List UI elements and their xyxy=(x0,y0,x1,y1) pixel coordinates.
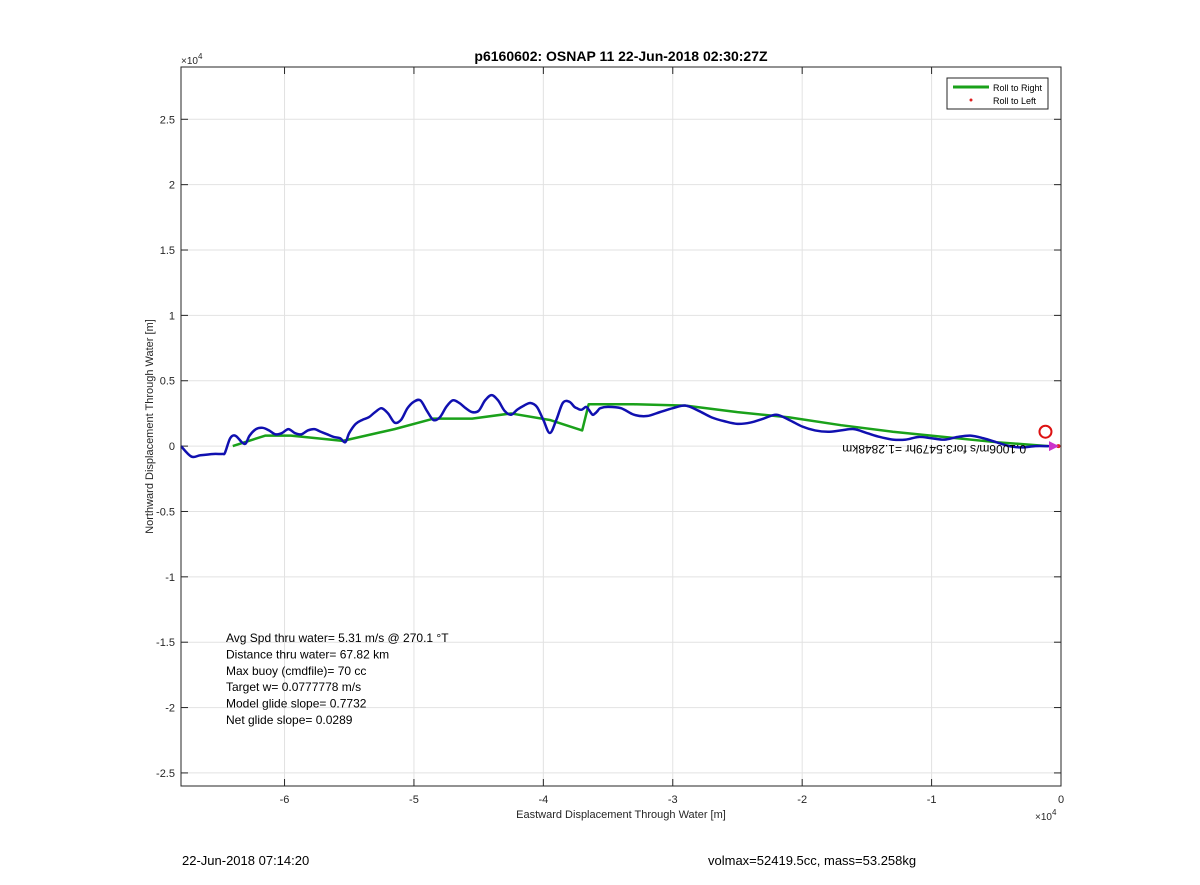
chart-title: p6160602: OSNAP 11 22-Jun-2018 02:30:27Z xyxy=(474,48,768,64)
glider-track-line xyxy=(180,393,1059,459)
y-tick-label: 0.5 xyxy=(160,376,175,388)
stats-annotation-line: Distance thru water= 67.82 km xyxy=(226,647,389,661)
series-roll-right-line xyxy=(232,403,1049,448)
y-tick-label: 2.5 xyxy=(160,114,175,126)
x-tick-label: 0 xyxy=(1058,794,1064,806)
stats-annotation-line: Net glide slope= 0.0289 xyxy=(226,713,353,727)
y-tick-label: 1 xyxy=(169,310,175,322)
axes-background xyxy=(181,67,1061,786)
y-tick-label: -1 xyxy=(165,572,175,584)
x-axis-label: Eastward Displacement Through Water [m] xyxy=(516,809,726,821)
stats-annotation-line: Target w= 0.0777778 m/s xyxy=(226,680,361,694)
stats-annotation-line: Model glide slope= 0.7732 xyxy=(226,697,367,711)
y-axis-exponent: ×104 xyxy=(181,52,203,67)
legend-roll-left-label: Roll to Left xyxy=(993,96,1037,106)
y-tick-label: -2.5 xyxy=(156,768,175,780)
x-tick-label: -4 xyxy=(538,794,548,806)
y-tick-label: -1.5 xyxy=(156,637,175,649)
current-arrow-head xyxy=(1049,441,1059,452)
stats-annotation-line: Avg Spd thru water= 5.31 m/s @ 270.1 °T xyxy=(226,631,449,645)
legend-box xyxy=(946,77,1049,110)
legend-roll-left-swatch xyxy=(969,98,973,102)
x-tick-label: -6 xyxy=(280,794,290,806)
plot-area: -6 -5 -4 -3 -2 -1 0 -2.5 -2 -1.5 -1 -0.5 0 0.5 1 1.5 2 2.… xyxy=(144,48,1064,823)
x-tick-label: -3 xyxy=(668,794,678,806)
y-tick-label: -0.5 xyxy=(156,506,175,518)
y-tick-label: 1.5 xyxy=(160,245,175,257)
y-tick-label: 0 xyxy=(169,441,175,453)
footer-vol-mass: volmax=52419.5cc, mass=53.258kg xyxy=(708,853,917,868)
x-tick-label: -1 xyxy=(927,794,937,806)
y-tick-label: 2 xyxy=(169,180,175,192)
start-marker-circle xyxy=(1038,424,1053,439)
axes-box xyxy=(180,66,1062,787)
x-tick-label: -5 xyxy=(409,794,419,806)
x-axis-exponent: ×104 xyxy=(1035,808,1057,823)
x-tick-label: -2 xyxy=(797,794,807,806)
y-axis-label: Northward Displacement Through Water [m] xyxy=(144,319,156,534)
y-tick-label: -2 xyxy=(165,703,175,715)
current-velocity-label: 0.1006m/s for3.5479hr =1.2848km xyxy=(842,442,1026,456)
stats-annotation-line: Max buoy (cmdfile)= 70 cc xyxy=(226,664,366,678)
footer-timestamp: 22-Jun-2018 07:14:20 xyxy=(182,853,310,868)
legend-roll-right-label: Roll to Right xyxy=(993,83,1043,93)
